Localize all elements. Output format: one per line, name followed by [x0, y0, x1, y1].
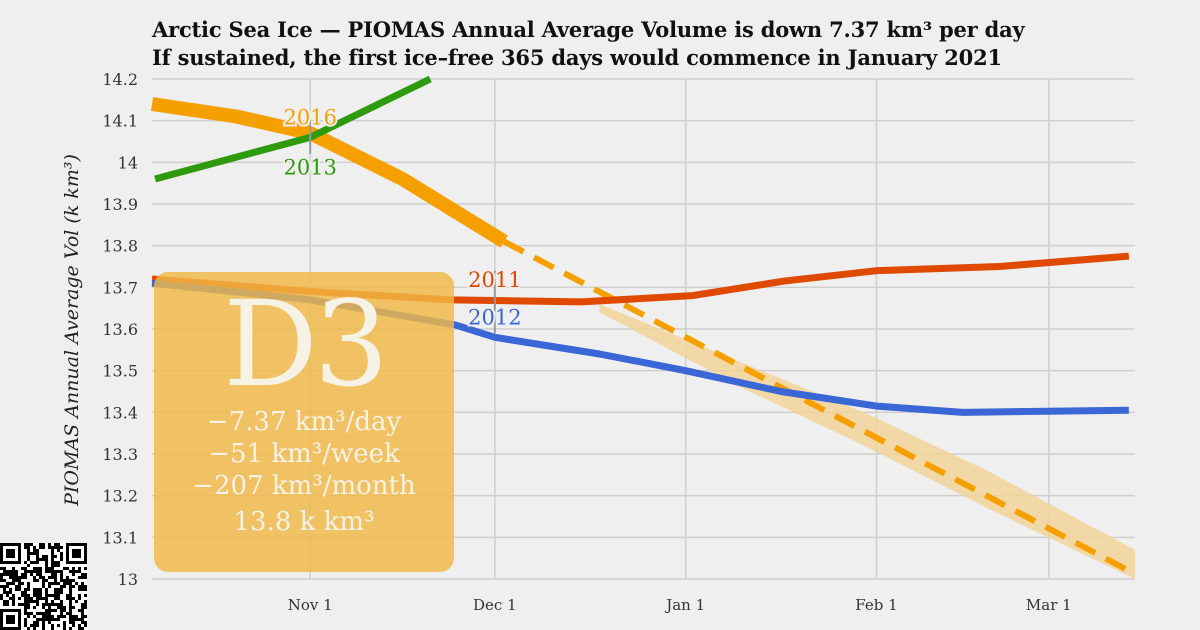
y-tick-label: 14.1 — [102, 112, 138, 131]
badge-per-day: −7.37 km³/day — [206, 407, 402, 437]
x-tick-label: Feb 1 — [855, 596, 897, 614]
y-tick-label: 13.9 — [102, 195, 138, 214]
y-tick-label: 13.6 — [102, 320, 138, 339]
series-label: 2011 — [468, 268, 521, 292]
y-tick-label: 13.1 — [102, 528, 138, 547]
y-tick-label: 14.2 — [102, 70, 138, 89]
y-tick-label: 13.7 — [102, 278, 138, 297]
x-tick-label: Mar 1 — [1026, 596, 1072, 614]
x-tick-label: Dec 1 — [473, 596, 517, 614]
series-label: 2012 — [468, 306, 521, 330]
qr-code — [0, 543, 87, 630]
x-tick-label: Jan 1 — [664, 596, 705, 614]
y-tick-label: 13 — [118, 570, 138, 589]
title-line-2: If sustained, the first ice–free 365 day… — [152, 45, 1002, 70]
chart-title: Arctic Sea Ice — PIOMAS Annual Average V… — [152, 16, 1025, 72]
title-line-1: Arctic Sea Ice — PIOMAS Annual Average V… — [152, 17, 1025, 42]
series-line-2016-projection — [502, 238, 1131, 574]
y-tick-label: 13.8 — [102, 237, 138, 256]
badge-current: 13.8 k km³ — [233, 507, 375, 537]
stats-badge: D3 −7.37 km³/day −51 km³/week −207 km³/m… — [154, 272, 454, 572]
y-tick-label: 13.4 — [102, 403, 138, 422]
projection-band — [599, 304, 1135, 579]
x-tick-label: Nov 1 — [288, 596, 333, 614]
y-tick-label: 13.2 — [102, 487, 138, 506]
badge-per-week: −51 km³/week — [208, 439, 400, 469]
series-label: 2016 — [283, 106, 336, 130]
badge-code: D3 — [223, 275, 389, 413]
series-label: 2013 — [283, 156, 336, 180]
y-tick-label: 13.5 — [102, 362, 138, 381]
badge-per-month: −207 km³/month — [192, 471, 416, 501]
y-tick-label: 14 — [118, 153, 138, 172]
y-tick-label: 13.3 — [102, 445, 138, 464]
